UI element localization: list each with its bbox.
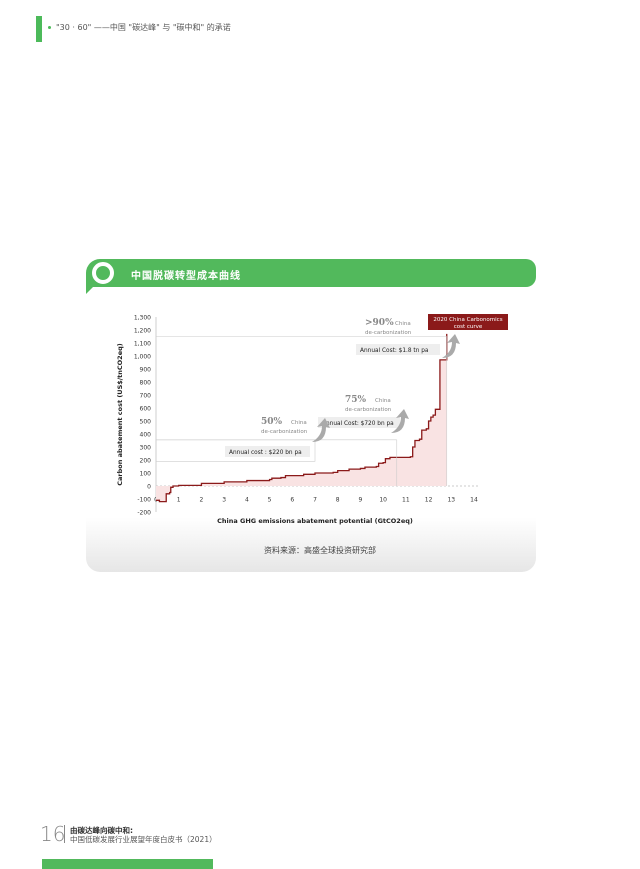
annot-90-label2: de-carbonization: [365, 330, 412, 336]
footer-bar: [42, 859, 213, 869]
x-tick-label: 5: [268, 497, 272, 504]
arrow-90-icon: [442, 334, 460, 358]
annual-cost-90: Annual Cost: $1.8 tn pa: [360, 348, 429, 354]
y-tick-label: 500: [140, 419, 152, 426]
y-tick-label: 900: [140, 367, 152, 374]
y-tick-label: 1,100: [134, 341, 151, 348]
section-header: "30 · 60" ——中国 "碳达峰" 与 "碳中和" 的承诺: [56, 23, 231, 32]
annual-cost-75-bg: [318, 417, 400, 428]
annot-50-pct: 50%: [261, 417, 283, 427]
footer-title: 由碳达峰向碳中和:: [70, 826, 133, 835]
annot-90-pct: >90%: [365, 318, 394, 328]
legend-line2: cost curve: [454, 324, 483, 330]
figure-source: 资料来源：高盛全球投资研究部: [264, 546, 376, 555]
y-tick-label: 800: [140, 380, 152, 387]
arrow-75-icon: [391, 409, 409, 433]
footer-divider: [64, 825, 65, 843]
annot-75-label1: China: [375, 398, 391, 404]
x-tick-label: 11: [402, 497, 410, 504]
y-tick-label: -100: [137, 497, 151, 504]
x-tick-label: 12: [425, 497, 433, 504]
x-tick-label: 13: [447, 497, 455, 504]
footer-subtitle: 中国低碳发展行业展望年度白皮书（2021）: [70, 835, 217, 844]
y-tick-label: 0: [147, 484, 151, 491]
y-tick-label: 1,000: [134, 354, 151, 361]
y-axis-label: Carbon abatement cost (US$/tnCO2eq): [116, 343, 124, 485]
x-tick-label: 7: [313, 497, 317, 504]
annot-50-label1: China: [291, 420, 307, 426]
figure-title: 中国脱碳转型成本曲线: [131, 271, 241, 282]
y-tick-label: 400: [140, 432, 152, 439]
y-tick-label: 300: [140, 445, 152, 452]
section-marker: [36, 16, 42, 42]
annual-cost-90-bg: [356, 344, 440, 355]
ring-icon: [92, 262, 114, 284]
x-tick-label: 4: [245, 497, 249, 504]
x-tick-label: 14: [470, 497, 478, 504]
x-tick-label: 1: [177, 497, 181, 504]
x-tick-label: 2: [200, 497, 204, 504]
y-tick-label: 200: [140, 458, 152, 465]
annot-90-label1: China: [395, 321, 411, 327]
annot-75-label2: de-carbonization: [345, 407, 392, 413]
bullet-icon: [48, 26, 51, 29]
curve-area: [156, 333, 447, 502]
x-axis-label: China GHG emissions abatement potential …: [217, 517, 413, 525]
annual-cost-50: Annual cost : $220 bn pa: [229, 450, 302, 456]
annual-cost-75: Annual Cost: $720 bn pa: [322, 421, 394, 427]
cost-curve-line: [156, 333, 448, 503]
annot-75-pct: 75%: [345, 395, 367, 405]
y-tick-label: 1,200: [134, 328, 151, 335]
x-tick-label: 9: [359, 497, 363, 504]
x-tick-label: 8: [336, 497, 340, 504]
annot-50-label2: de-carbonization: [261, 429, 308, 435]
legend-line1: 2020 China Carbonomics: [433, 317, 502, 323]
arrow-50-icon: [312, 418, 330, 442]
y-tick-label: 700: [140, 393, 152, 400]
y-tick-label: -200: [137, 510, 151, 517]
x-tick-label: 10: [379, 497, 387, 504]
y-tick-label: 100: [140, 471, 152, 478]
y-tick-label: 1,300: [134, 315, 151, 322]
figure-banner: [86, 259, 536, 287]
x-tick-label: 6: [290, 497, 294, 504]
x-tick-label: 3: [222, 497, 226, 504]
page-number: 16: [40, 822, 66, 846]
legend-box: [428, 314, 508, 330]
y-tick-label: 600: [140, 406, 152, 413]
figure-panel: [86, 300, 536, 572]
annual-cost-50-bg: [225, 446, 310, 457]
